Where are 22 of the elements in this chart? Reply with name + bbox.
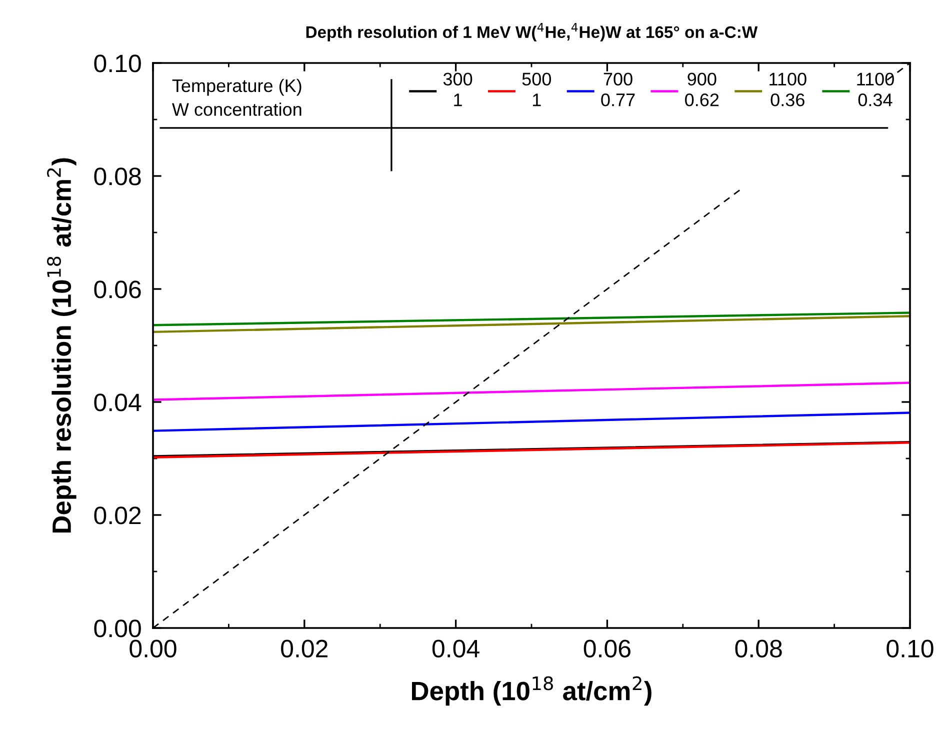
x-axis-title: Depth (10$^{18}$ at/cm$^{2}$) — [412, 676, 652, 706]
legend-label: 500 1 — [522, 72, 551, 106]
legend-label: 300 1 — [443, 72, 472, 106]
legend-label: 900 0.62 — [685, 72, 719, 106]
y-tick-label: 0.00 — [94, 620, 141, 638]
y-tick-label: 0.04 — [94, 394, 142, 412]
x-tick-label: 0.06 — [584, 640, 630, 658]
y-tick-label: 0.02 — [94, 506, 141, 524]
y-tick-label: 0.08 — [94, 168, 141, 186]
y-axis-title: Depth resolution (10$^{18}$ at/cm$^{2}$) — [47, 158, 76, 533]
legend-label: 700 0.77 — [601, 72, 635, 106]
x-tick-label: 0.10 — [886, 640, 934, 658]
legend-label: 1100 0.36 — [770, 72, 806, 106]
x-tick-label: 0.08 — [735, 640, 782, 658]
x-tick-label: 0.02 — [281, 640, 328, 658]
legend-title: Temperature (K) W concentration — [172, 78, 302, 116]
y-tick-label: 0.10 — [94, 54, 141, 72]
y-tick-label: 0.06 — [94, 280, 141, 298]
x-tick-label: 0.04 — [432, 640, 480, 658]
chart-title: Depth resolution of 1 MeV W($^{4}$He,$^{4}$He)W at 165° on a-C:W — [306, 23, 758, 42]
x-tick-label: 0.00 — [130, 640, 176, 658]
legend-label: 1100 0.34 — [857, 72, 894, 106]
